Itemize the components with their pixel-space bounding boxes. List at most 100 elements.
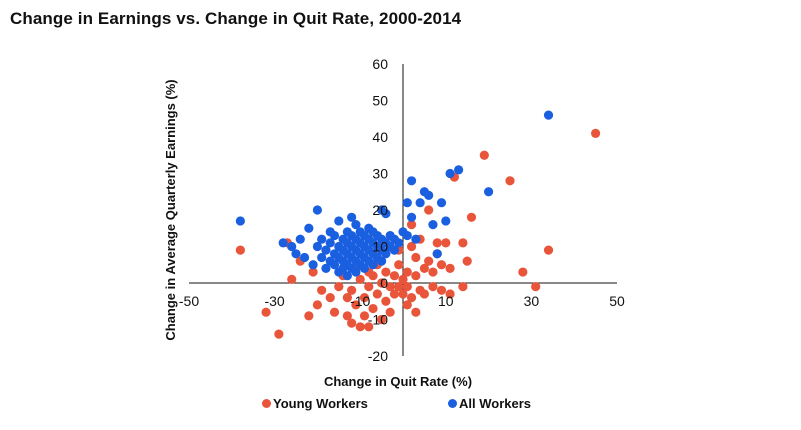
all-workers-point — [334, 216, 344, 226]
young-workers-point — [368, 303, 378, 314]
legend-item-all: All Workers — [448, 396, 531, 411]
young-workers-point — [505, 176, 515, 186]
young-workers-point — [543, 245, 554, 255]
young-workers-point — [389, 271, 400, 281]
y-tick-label: 30 — [372, 166, 388, 182]
all-workers-point — [424, 190, 434, 200]
all-workers-point — [299, 252, 310, 263]
all-workers-point — [278, 238, 288, 248]
young-workers-point — [389, 289, 400, 299]
young-workers-point — [377, 278, 387, 288]
all-workers-point — [381, 209, 391, 219]
young-workers-point — [355, 274, 365, 284]
x-tick-label: -30 — [264, 293, 284, 309]
all-workers-point — [441, 216, 451, 226]
all-workers-point — [445, 168, 455, 179]
young-workers-point — [419, 263, 429, 273]
young-workers-point — [359, 311, 370, 321]
young-workers-point — [312, 300, 322, 310]
x-tick-label: -10 — [350, 293, 370, 309]
legend-item-young: Young Workers — [262, 396, 368, 411]
young-workers-point — [347, 285, 357, 295]
young-workers-point — [419, 289, 429, 299]
all-workers-point — [406, 212, 417, 222]
young-workers-point — [406, 220, 417, 230]
all-workers-point — [436, 198, 447, 208]
all-workers-point — [312, 241, 322, 252]
young-workers-point — [304, 311, 314, 321]
young-workers-point — [428, 267, 438, 277]
young-workers-point — [261, 307, 271, 317]
young-workers-point — [372, 289, 382, 299]
x-axis-title: Change in Quit Rate (%) — [324, 374, 472, 389]
axes — [189, 64, 617, 356]
young-workers-point — [436, 260, 447, 270]
all-workers-point — [351, 267, 361, 277]
all-workers-point — [389, 245, 400, 255]
young-workers-point — [411, 252, 421, 263]
legend-label-all: All Workers — [459, 396, 532, 411]
all-workers-point — [394, 238, 404, 248]
young-workers-point — [381, 296, 391, 306]
young-workers-point — [402, 282, 412, 292]
x-tick-label: -50 — [179, 293, 199, 309]
all-workers-point — [308, 260, 318, 270]
young-workers-point — [432, 238, 442, 248]
all-workers-point — [235, 216, 245, 226]
young-workers-point — [329, 307, 340, 317]
tick-labels: -50 -30 -10 10 30 50 -20 -10 0 10 20 30 40 50 60 — [179, 56, 625, 364]
young-workers-point — [394, 260, 404, 270]
all-workers-point — [454, 165, 464, 175]
young-workers-point — [308, 267, 318, 277]
young-workers-point — [402, 267, 412, 277]
y-tick-label: 0 — [380, 275, 388, 291]
young-workers-point — [342, 293, 352, 303]
young-workers-point — [411, 307, 421, 317]
all-workers-point — [317, 252, 327, 263]
young-workers-point — [462, 256, 472, 266]
young-workers-point — [466, 212, 477, 222]
young-workers-point — [402, 300, 412, 310]
y-tick-label: 40 — [372, 129, 388, 145]
young-workers-point — [591, 128, 601, 138]
all-workers-point — [291, 249, 301, 259]
young-workers-point — [342, 311, 352, 321]
young-workers-point — [445, 263, 455, 273]
all-workers-point — [402, 198, 412, 208]
all-workers-point — [347, 212, 357, 222]
all-workers-point — [377, 256, 387, 266]
all-workers-point — [368, 260, 378, 270]
all-workers-point — [402, 230, 412, 241]
young-workers-point — [479, 150, 489, 160]
all-workers-point — [428, 220, 438, 230]
young-workers-point — [428, 282, 438, 292]
all-workers-point — [543, 110, 554, 120]
all-workers-point — [317, 234, 327, 244]
young-workers-point — [424, 256, 434, 266]
all-workers-point — [312, 205, 322, 215]
young-workers-point — [406, 293, 417, 303]
young-workers-point — [287, 274, 297, 284]
young-workers-point — [359, 293, 370, 303]
young-workers-point — [445, 289, 455, 299]
young-workers-point — [531, 282, 541, 292]
young-workers-point — [355, 322, 365, 332]
young-workers-point — [394, 282, 404, 292]
young-workers-point — [398, 274, 408, 284]
all-workers-point — [304, 223, 314, 233]
y-tick-label: 10 — [372, 239, 388, 255]
all-workers-point — [321, 263, 331, 273]
young-workers-point — [398, 289, 408, 299]
all-workers-point — [359, 263, 370, 273]
young-workers-point — [411, 271, 421, 281]
young-workers-point — [406, 241, 417, 252]
all-workers-point — [484, 187, 494, 197]
y-tick-label: -20 — [368, 348, 388, 364]
young-workers-point — [334, 282, 344, 292]
young-workers-point — [364, 322, 374, 332]
all-workers-point — [415, 198, 425, 208]
all-workers-point — [351, 220, 361, 230]
young-workers-point — [325, 293, 335, 303]
all-workers-point — [432, 249, 442, 259]
